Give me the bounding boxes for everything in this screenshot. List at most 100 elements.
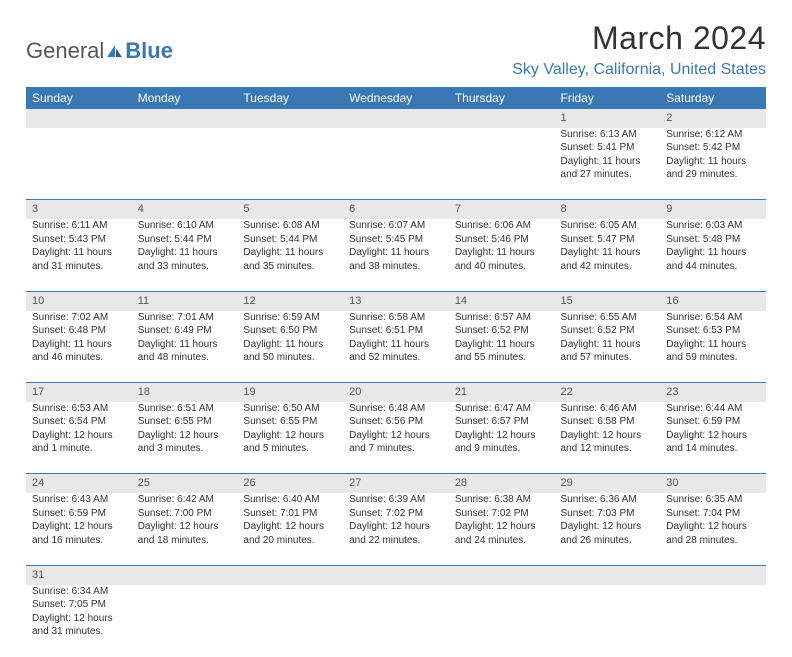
- day-cell-line: Sunset: 6:49 PM: [138, 324, 232, 338]
- day-number: 28: [449, 474, 555, 493]
- day-cell-line: Daylight: 11 hours: [561, 338, 655, 352]
- day-cell-line: Daylight: 11 hours: [32, 338, 126, 352]
- day-cell-line: Sunset: 7:01 PM: [243, 507, 337, 521]
- day-cell-line: Daylight: 11 hours: [349, 338, 443, 352]
- day-number: 14: [449, 291, 555, 310]
- day-cell-line: Sunset: 6:59 PM: [32, 507, 126, 521]
- day-cell-line: Sunrise: 6:06 AM: [455, 219, 549, 233]
- day-number: [555, 565, 661, 584]
- day-cell-line: Sunrise: 6:10 AM: [138, 219, 232, 233]
- day-cell-line: Daylight: 12 hours: [243, 429, 337, 443]
- day-cell-line: Sunrise: 6:47 AM: [455, 402, 549, 416]
- calendar-table: Sunday Monday Tuesday Wednesday Thursday…: [26, 87, 766, 657]
- day-cell-line: Sunrise: 6:36 AM: [561, 493, 655, 507]
- day-number-row: 10111213141516: [26, 291, 766, 310]
- day-cell-line: Sunset: 7:02 PM: [455, 507, 549, 521]
- day-cell-line: and 44 minutes.: [666, 260, 760, 274]
- day-cell-line: and 40 minutes.: [455, 260, 549, 274]
- weekday-header: Saturday: [660, 87, 766, 109]
- location: Sky Valley, California, United States: [512, 61, 766, 79]
- day-cell-line: Daylight: 11 hours: [561, 155, 655, 169]
- day-cell-line: Sunrise: 6:38 AM: [455, 493, 549, 507]
- sail-icon: [106, 44, 124, 58]
- day-cell-line: and 16 minutes.: [32, 534, 126, 548]
- day-cell-line: Daylight: 12 hours: [32, 429, 126, 443]
- day-cell: Sunrise: 6:44 AMSunset: 6:59 PMDaylight:…: [660, 402, 766, 474]
- day-cell: Sunrise: 6:05 AMSunset: 5:47 PMDaylight:…: [555, 219, 661, 291]
- day-cell: Sunrise: 6:38 AMSunset: 7:02 PMDaylight:…: [449, 493, 555, 565]
- day-content-row: Sunrise: 7:02 AMSunset: 6:48 PMDaylight:…: [26, 311, 766, 383]
- day-number: 20: [343, 383, 449, 402]
- day-cell-line: Sunset: 6:53 PM: [666, 324, 760, 338]
- day-cell: Sunrise: 6:43 AMSunset: 6:59 PMDaylight:…: [26, 493, 132, 565]
- header: General Blue March 2024 Sky Valley, Cali…: [26, 20, 766, 79]
- day-cell-line: Sunrise: 6:39 AM: [349, 493, 443, 507]
- day-cell-line: and 33 minutes.: [138, 260, 232, 274]
- day-cell-line: Sunrise: 6:40 AM: [243, 493, 337, 507]
- day-content-row: Sunrise: 6:43 AMSunset: 6:59 PMDaylight:…: [26, 493, 766, 565]
- day-number: 13: [343, 291, 449, 310]
- month-title: March 2024: [512, 20, 766, 57]
- day-number: [237, 109, 343, 128]
- day-number-row: 31: [26, 565, 766, 584]
- day-cell-line: Sunrise: 6:48 AM: [349, 402, 443, 416]
- weekday-header: Wednesday: [343, 87, 449, 109]
- day-cell: Sunrise: 6:39 AMSunset: 7:02 PMDaylight:…: [343, 493, 449, 565]
- day-cell: Sunrise: 6:06 AMSunset: 5:46 PMDaylight:…: [449, 219, 555, 291]
- day-number: [660, 565, 766, 584]
- day-cell-line: Sunrise: 6:42 AM: [138, 493, 232, 507]
- day-cell: Sunrise: 6:48 AMSunset: 6:56 PMDaylight:…: [343, 402, 449, 474]
- day-number-row: 24252627282930: [26, 474, 766, 493]
- day-cell: Sunrise: 6:40 AMSunset: 7:01 PMDaylight:…: [237, 493, 343, 565]
- day-cell-line: Sunset: 6:57 PM: [455, 415, 549, 429]
- day-number: [449, 109, 555, 128]
- day-cell-line: Daylight: 11 hours: [32, 246, 126, 260]
- day-cell-line: Sunrise: 6:46 AM: [561, 402, 655, 416]
- day-cell-line: and 48 minutes.: [138, 351, 232, 365]
- day-number-row: 3456789: [26, 200, 766, 219]
- day-cell-line: Daylight: 12 hours: [455, 429, 549, 443]
- day-cell-line: Daylight: 12 hours: [138, 429, 232, 443]
- day-cell-line: Sunrise: 6:11 AM: [32, 219, 126, 233]
- day-cell-line: Sunset: 6:50 PM: [243, 324, 337, 338]
- day-cell: Sunrise: 6:42 AMSunset: 7:00 PMDaylight:…: [132, 493, 238, 565]
- day-number: 15: [555, 291, 661, 310]
- day-cell-line: Sunrise: 7:01 AM: [138, 311, 232, 325]
- day-cell-line: and 27 minutes.: [561, 168, 655, 182]
- day-cell-line: Daylight: 11 hours: [455, 338, 549, 352]
- day-number: 6: [343, 200, 449, 219]
- day-cell-line: Sunrise: 7:02 AM: [32, 311, 126, 325]
- day-cell: Sunrise: 6:47 AMSunset: 6:57 PMDaylight:…: [449, 402, 555, 474]
- day-number: [449, 565, 555, 584]
- day-cell-line: Daylight: 11 hours: [666, 246, 760, 260]
- day-cell-line: Sunset: 7:03 PM: [561, 507, 655, 521]
- day-cell-line: Daylight: 11 hours: [138, 338, 232, 352]
- day-cell: [343, 585, 449, 657]
- day-cell-line: Sunset: 6:52 PM: [561, 324, 655, 338]
- weekday-header: Friday: [555, 87, 661, 109]
- day-cell-line: Daylight: 12 hours: [561, 520, 655, 534]
- day-number: [343, 565, 449, 584]
- day-cell-line: Sunset: 5:41 PM: [561, 141, 655, 155]
- day-cell: Sunrise: 6:12 AMSunset: 5:42 PMDaylight:…: [660, 128, 766, 200]
- weekday-header-row: Sunday Monday Tuesday Wednesday Thursday…: [26, 87, 766, 109]
- day-cell: [237, 128, 343, 200]
- day-cell-line: and 29 minutes.: [666, 168, 760, 182]
- day-cell-line: Sunrise: 6:05 AM: [561, 219, 655, 233]
- day-cell: Sunrise: 6:11 AMSunset: 5:43 PMDaylight:…: [26, 219, 132, 291]
- day-cell-line: Daylight: 12 hours: [349, 520, 443, 534]
- day-cell-line: Sunrise: 6:51 AM: [138, 402, 232, 416]
- day-cell-line: Daylight: 11 hours: [561, 246, 655, 260]
- day-cell-line: Sunrise: 6:03 AM: [666, 219, 760, 233]
- day-cell-line: Sunset: 7:02 PM: [349, 507, 443, 521]
- day-number: 8: [555, 200, 661, 219]
- day-cell-line: and 14 minutes.: [666, 442, 760, 456]
- day-number: 24: [26, 474, 132, 493]
- day-cell-line: Daylight: 12 hours: [666, 429, 760, 443]
- day-number: [132, 109, 238, 128]
- day-cell-line: Sunrise: 6:35 AM: [666, 493, 760, 507]
- day-cell-line: Sunset: 6:48 PM: [32, 324, 126, 338]
- day-cell-line: and 18 minutes.: [138, 534, 232, 548]
- day-cell-line: and 38 minutes.: [349, 260, 443, 274]
- day-cell-line: Sunset: 6:55 PM: [138, 415, 232, 429]
